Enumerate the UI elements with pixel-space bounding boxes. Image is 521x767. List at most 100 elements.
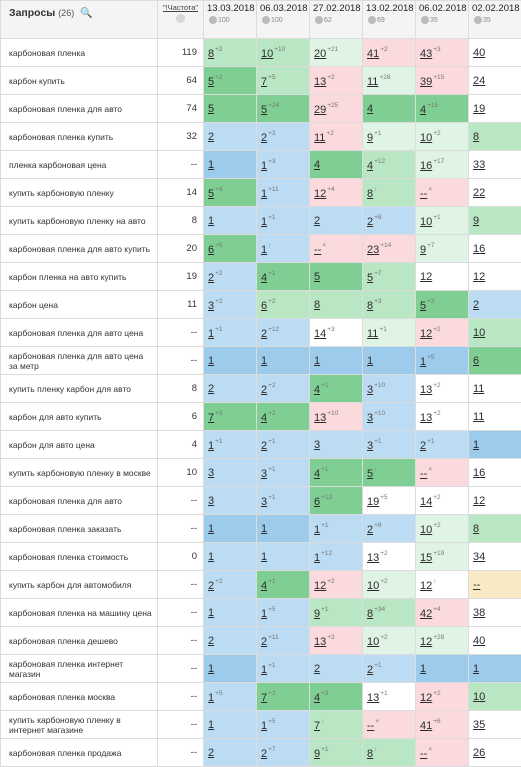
position-cell[interactable]: 1+1 xyxy=(310,515,363,543)
position-value[interactable]: 1 xyxy=(261,216,267,228)
position-value[interactable]: 2 xyxy=(261,748,267,760)
position-cell[interactable]: 2 xyxy=(204,375,257,403)
position-cell[interactable]: 4+2 xyxy=(257,403,310,431)
queries-header[interactable]: Запросы (26) 🔍 xyxy=(1,1,158,39)
position-value[interactable]: 15 xyxy=(420,552,432,564)
position-value[interactable]: 13 xyxy=(367,552,379,564)
position-value[interactable]: 11 xyxy=(367,328,378,340)
position-cell[interactable]: 10+2 xyxy=(363,571,416,599)
position-cell[interactable]: 34 xyxy=(469,543,521,571)
position-cell[interactable]: 1+11 xyxy=(257,179,310,207)
position-value[interactable]: 6 xyxy=(208,244,214,256)
position-value[interactable]: 4 xyxy=(314,692,320,704)
position-cell[interactable]: 1+5 xyxy=(416,347,469,375)
position-cell[interactable]: 2+7 xyxy=(257,739,310,767)
position-value[interactable]: 12 xyxy=(473,495,485,507)
position-value[interactable]: 43 xyxy=(420,48,432,60)
position-cell[interactable]: 4 xyxy=(363,95,416,123)
position-cell[interactable]: 15+19 xyxy=(416,543,469,571)
position-value[interactable]: 6 xyxy=(261,300,267,312)
position-cell[interactable]: 3+10 xyxy=(363,403,416,431)
position-value[interactable]: 38 xyxy=(473,607,485,619)
position-value[interactable]: 1 xyxy=(208,215,214,227)
position-cell[interactable]: 16 xyxy=(469,235,521,263)
position-cell[interactable]: 40 xyxy=(469,627,521,655)
position-value[interactable]: 13 xyxy=(420,412,432,424)
position-cell[interactable]: 13+3 xyxy=(310,627,363,655)
position-value[interactable]: 2 xyxy=(208,580,214,592)
position-cell[interactable]: 29+25 xyxy=(310,95,363,123)
position-value[interactable]: 2 xyxy=(261,636,267,648)
position-value[interactable]: 2 xyxy=(261,328,267,340)
position-value[interactable]: 29 xyxy=(314,104,326,116)
position-cell[interactable]: 40 xyxy=(469,39,521,67)
position-value[interactable]: 7 xyxy=(314,720,320,732)
position-cell[interactable]: 1 xyxy=(204,599,257,627)
position-value[interactable]: 1 xyxy=(314,524,320,536)
position-cell[interactable]: 13+2 xyxy=(416,403,469,431)
position-cell[interactable]: 13+2 xyxy=(416,375,469,403)
position-cell[interactable]: 3 xyxy=(204,487,257,515)
position-cell[interactable]: 3+1 xyxy=(363,431,416,459)
position-value[interactable]: 10 xyxy=(420,216,432,228)
position-value[interactable]: -- xyxy=(314,244,321,256)
position-cell[interactable]: 1 xyxy=(257,347,310,375)
position-cell[interactable]: 13+2 xyxy=(310,67,363,95)
position-cell[interactable]: 4+1 xyxy=(310,459,363,487)
position-value[interactable]: 7 xyxy=(208,412,214,424)
position-cell[interactable]: 1 xyxy=(204,543,257,571)
position-cell[interactable]: 16 xyxy=(469,459,521,487)
position-cell[interactable]: -- xyxy=(469,571,521,599)
position-value[interactable]: 1 xyxy=(261,160,267,172)
position-cell[interactable]: 39+15 xyxy=(416,67,469,95)
position-cell[interactable]: 7+3 xyxy=(204,403,257,431)
position-cell[interactable]: 6+2 xyxy=(257,291,310,319)
position-cell[interactable]: 7↑ xyxy=(310,711,363,739)
position-value[interactable]: 10 xyxy=(420,132,432,144)
position-value[interactable]: 12 xyxy=(420,328,432,340)
position-cell[interactable]: 3+1 xyxy=(257,459,310,487)
position-value[interactable]: 1 xyxy=(261,188,267,200)
position-value[interactable]: 6 xyxy=(473,355,479,367)
position-value[interactable]: 13 xyxy=(367,692,379,704)
position-value[interactable]: 42 xyxy=(420,608,432,620)
position-value[interactable]: 24 xyxy=(473,75,485,87)
position-value[interactable]: 4 xyxy=(367,160,373,172)
position-value[interactable]: 1 xyxy=(208,328,214,340)
position-cell[interactable]: 12 xyxy=(469,487,521,515)
position-value[interactable]: 1 xyxy=(314,355,320,367)
position-value[interactable]: 13 xyxy=(420,384,432,396)
position-cell[interactable]: 5+3 xyxy=(416,291,469,319)
position-value[interactable]: 1 xyxy=(261,664,267,676)
position-value[interactable]: 13 xyxy=(314,76,326,88)
position-value[interactable]: 13 xyxy=(314,412,326,424)
position-cell[interactable]: 7+3 xyxy=(257,683,310,711)
position-value[interactable]: 39 xyxy=(420,76,432,88)
position-cell[interactable]: 1+1 xyxy=(204,431,257,459)
position-value[interactable]: 8 xyxy=(367,188,373,200)
position-value[interactable]: 1 xyxy=(473,439,479,451)
position-cell[interactable]: 19+5 xyxy=(363,487,416,515)
position-cell[interactable]: 16+17 xyxy=(416,151,469,179)
position-cell[interactable]: 8+34 xyxy=(363,599,416,627)
position-value[interactable]: 1 xyxy=(261,355,267,367)
position-cell[interactable]: 12+2 xyxy=(416,683,469,711)
position-cell[interactable]: 11+28 xyxy=(363,67,416,95)
position-value[interactable]: 41 xyxy=(420,720,432,732)
position-cell[interactable]: 38 xyxy=(469,599,521,627)
position-value[interactable]: 1 xyxy=(208,551,214,563)
position-cell[interactable]: 1 xyxy=(204,711,257,739)
position-cell[interactable]: 4+1 xyxy=(257,263,310,291)
position-value[interactable]: 23 xyxy=(367,244,379,256)
position-cell[interactable]: 9+7 xyxy=(416,235,469,263)
position-cell[interactable]: 1 xyxy=(469,431,521,459)
position-value[interactable]: 5 xyxy=(367,468,373,480)
position-cell[interactable]: 10+10 xyxy=(257,39,310,67)
position-cell[interactable]: 7+5 xyxy=(257,67,310,95)
position-cell[interactable]: --× xyxy=(363,711,416,739)
position-value[interactable]: 1 xyxy=(261,244,267,256)
position-cell[interactable]: 3+1 xyxy=(257,487,310,515)
position-value[interactable]: 5 xyxy=(261,104,267,116)
position-cell[interactable]: 10 xyxy=(469,319,521,347)
